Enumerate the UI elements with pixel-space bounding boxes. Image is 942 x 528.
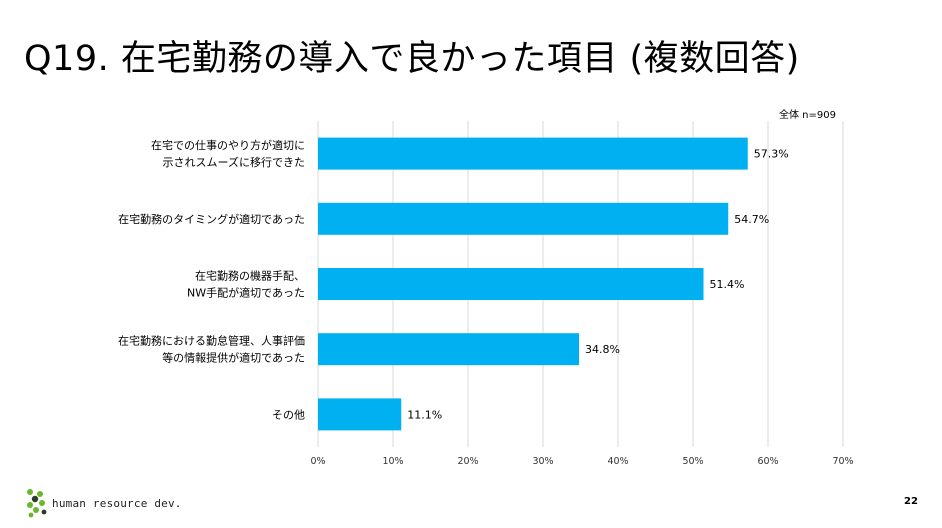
bar bbox=[318, 398, 402, 431]
category-label: 在宅での仕事のやり方が適切に bbox=[151, 138, 305, 152]
category-label: 示されスムーズに移行できた bbox=[163, 155, 305, 169]
page-title: Q19. 在宅勤務の導入で良かった項目 (複数回答) bbox=[24, 39, 800, 79]
grid-lines bbox=[317, 121, 844, 447]
x-tick-label: 60% bbox=[757, 456, 778, 467]
data-label: 54.7% bbox=[734, 213, 769, 226]
sample-size-note: 全体 n=909 bbox=[779, 110, 836, 121]
x-tick-label: 30% bbox=[532, 456, 553, 467]
x-tick-label: 40% bbox=[607, 456, 628, 467]
x-axis-ticks: 0% 10% 20% 30% 40% 50% 60% 70% bbox=[310, 456, 853, 467]
data-label: 51.4% bbox=[710, 278, 745, 291]
bar bbox=[318, 333, 579, 366]
x-tick-label: 70% bbox=[832, 456, 853, 467]
category-label: 等の情報提供が適切であった bbox=[162, 351, 305, 365]
category-label: 在宅勤務の機器手配、 bbox=[195, 269, 305, 283]
x-tick-label: 0% bbox=[310, 456, 325, 467]
bar bbox=[318, 202, 729, 235]
x-tick-label: 50% bbox=[682, 456, 703, 467]
data-label: 57.3% bbox=[754, 148, 789, 161]
x-tick-label: 10% bbox=[382, 456, 403, 467]
category-label: 在宅勤務における勤怠管理、人事評価 bbox=[118, 334, 305, 348]
bars bbox=[318, 137, 748, 431]
category-label: 在宅勤務のタイミングが適切であった bbox=[118, 212, 305, 226]
category-label: その他 bbox=[272, 408, 305, 421]
data-label: 34.8% bbox=[585, 343, 620, 356]
logo-mark-icon bbox=[27, 489, 47, 518]
logo-text: human resource dev. bbox=[52, 496, 182, 510]
bar bbox=[318, 268, 704, 300]
page-number: 22 bbox=[904, 496, 918, 507]
bar bbox=[318, 137, 748, 170]
company-logo: human resource dev. bbox=[26, 488, 182, 518]
x-tick-label: 20% bbox=[457, 456, 478, 467]
data-label: 11.1% bbox=[407, 408, 442, 421]
category-label: NW手配が適切であった bbox=[187, 286, 305, 300]
